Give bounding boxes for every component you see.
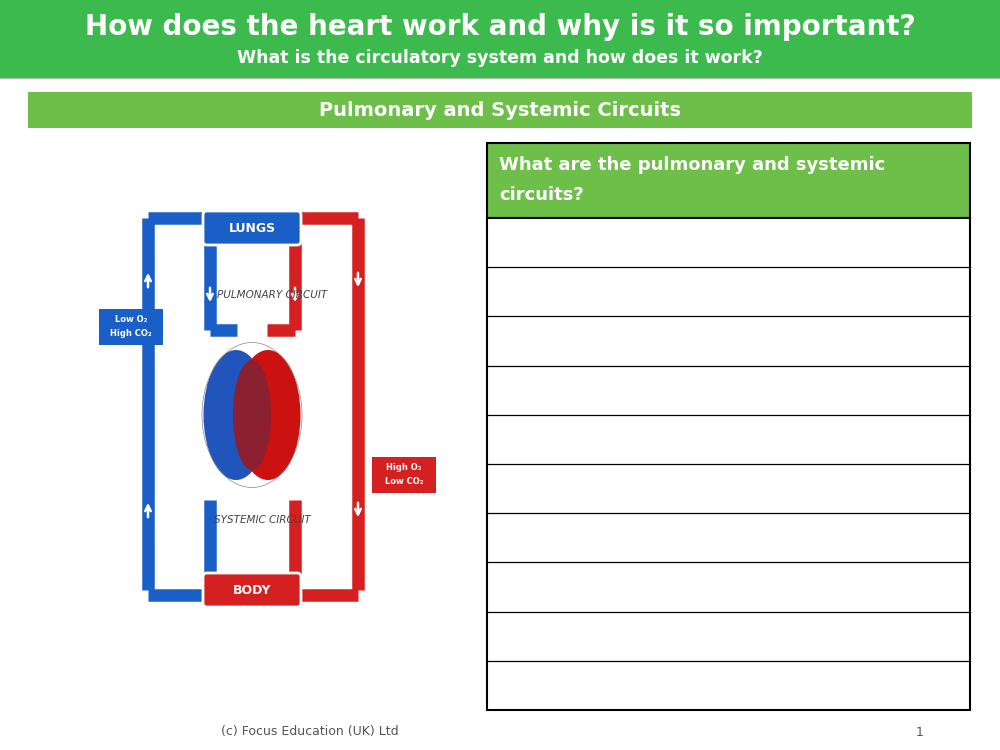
Ellipse shape xyxy=(204,350,268,480)
Text: What are the pulmonary and systemic: What are the pulmonary and systemic xyxy=(499,156,885,174)
Ellipse shape xyxy=(233,360,271,470)
Text: High CO₂: High CO₂ xyxy=(110,329,152,338)
Ellipse shape xyxy=(236,350,300,480)
Text: Low O₂: Low O₂ xyxy=(115,316,147,325)
Text: SYSTEMIC CIRCUIT: SYSTEMIC CIRCUIT xyxy=(214,515,310,525)
FancyBboxPatch shape xyxy=(372,457,436,493)
Text: 1: 1 xyxy=(916,725,924,739)
Text: What is the circulatory system and how does it work?: What is the circulatory system and how d… xyxy=(237,49,763,67)
Text: LUNGS: LUNGS xyxy=(228,221,276,235)
Text: Pulmonary and Systemic Circuits: Pulmonary and Systemic Circuits xyxy=(319,100,681,119)
Bar xyxy=(487,218,970,710)
FancyBboxPatch shape xyxy=(203,211,301,245)
Bar xyxy=(0,0,1000,78)
Text: Low CO₂: Low CO₂ xyxy=(385,478,423,487)
FancyBboxPatch shape xyxy=(99,309,163,345)
Text: PULMONARY CIRCUIT: PULMONARY CIRCUIT xyxy=(217,290,327,300)
Text: circuits?: circuits? xyxy=(499,186,584,204)
Text: How does the heart work and why is it so important?: How does the heart work and why is it so… xyxy=(85,13,915,41)
FancyBboxPatch shape xyxy=(203,573,301,607)
Bar xyxy=(487,143,970,218)
Bar xyxy=(28,92,972,128)
Text: (c) Focus Education (UK) Ltd: (c) Focus Education (UK) Ltd xyxy=(221,725,399,739)
Text: BODY: BODY xyxy=(233,584,271,596)
Text: High O₂: High O₂ xyxy=(386,464,422,472)
